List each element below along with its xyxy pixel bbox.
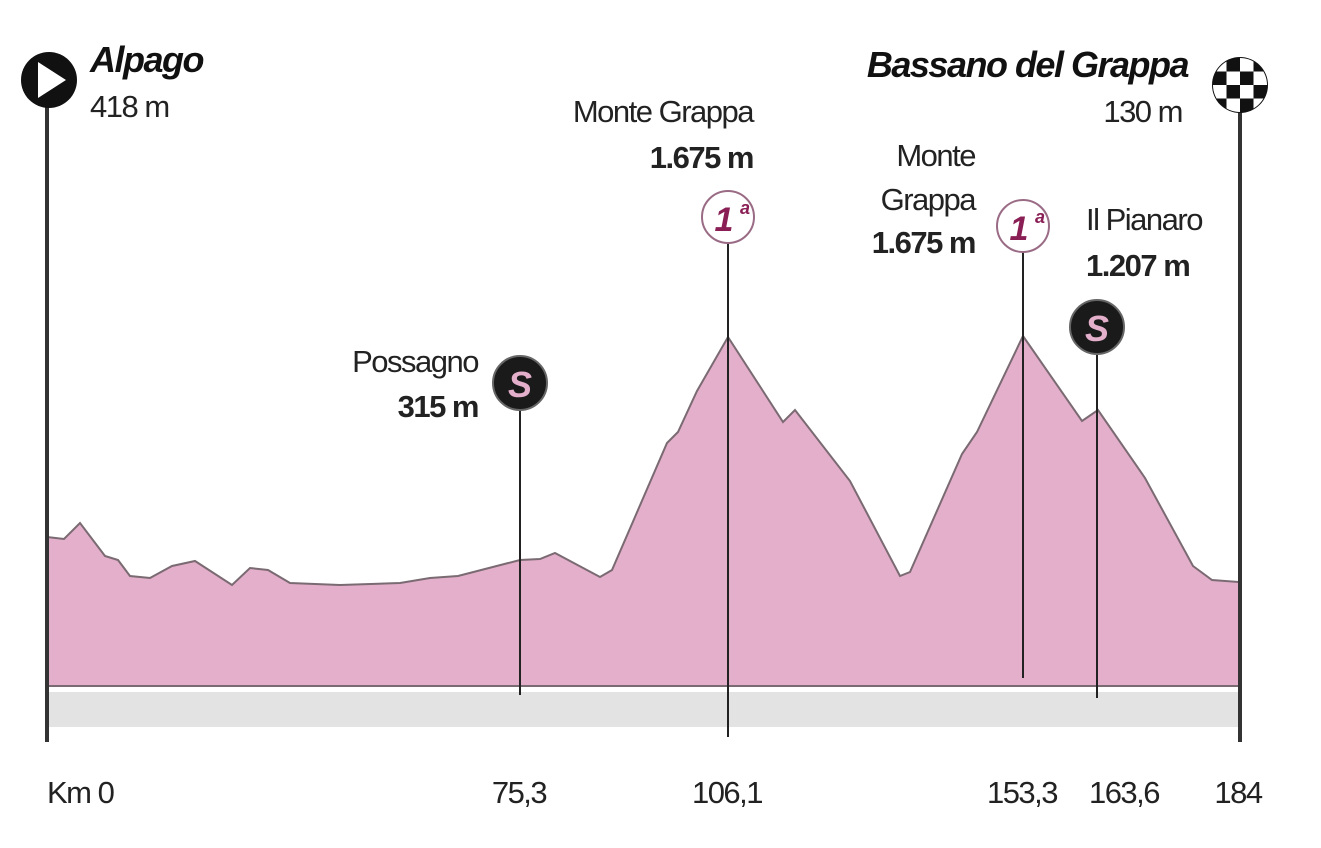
km-label: 106,1 xyxy=(692,775,762,810)
point-elevation: 1.207 m xyxy=(1086,248,1189,283)
badge-sup: a xyxy=(1035,207,1045,227)
point-name: Monte xyxy=(896,138,975,173)
start-elevation: 418 m xyxy=(90,89,169,124)
km-label: 184 xyxy=(1214,775,1262,810)
badge-text: S xyxy=(1085,308,1109,349)
finish-name: Bassano del Grappa xyxy=(867,44,1189,85)
point-name: Monte Grappa xyxy=(573,94,755,129)
km-label: 163,6 xyxy=(1089,775,1159,810)
base-band xyxy=(47,692,1239,727)
badge-text: 1 xyxy=(715,201,734,239)
km-label: 75,3 xyxy=(492,775,547,810)
point-name: Il Pianaro xyxy=(1086,202,1202,237)
km-label: 153,3 xyxy=(987,775,1057,810)
point-elevation: 315 m xyxy=(398,389,478,424)
start-icon xyxy=(21,52,77,108)
badge-text: S xyxy=(508,364,532,405)
badge-text: 1 xyxy=(1010,210,1029,248)
sprint-badge: S xyxy=(492,355,548,411)
climb-badge: 1 a xyxy=(701,190,755,244)
finish-icon xyxy=(1212,57,1268,113)
point-name: Possagno xyxy=(352,344,478,379)
climb-badge: 1 a xyxy=(996,199,1050,253)
km-label: Km 0 xyxy=(47,775,115,810)
elevation-profile xyxy=(46,334,1240,687)
point-name: Grappa xyxy=(881,182,978,217)
finish-elevation: 130 m xyxy=(1103,94,1182,129)
sprint-badge: S xyxy=(1069,299,1125,355)
badge-sup: a xyxy=(740,198,750,218)
point-elevation: 1.675 m xyxy=(650,140,753,175)
start-name: Alpago xyxy=(89,39,204,80)
point-elevation: 1.675 m xyxy=(872,225,975,260)
